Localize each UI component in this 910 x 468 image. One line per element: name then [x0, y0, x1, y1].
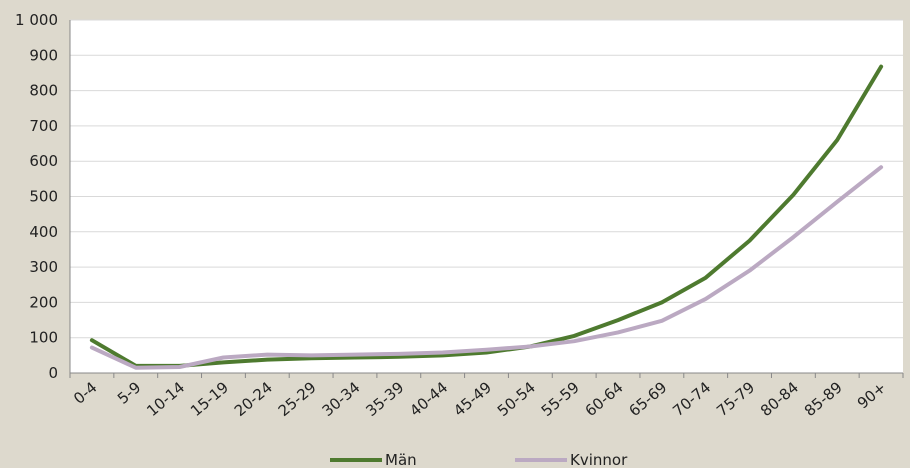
series-lines — [89, 64, 884, 370]
x-tick-label: 65-69 — [625, 378, 670, 420]
y-tick-label: 0 — [48, 364, 58, 382]
series-line-kvinnor — [89, 165, 884, 370]
legend-label: Män — [385, 451, 417, 468]
y-tick-label: 500 — [29, 188, 58, 206]
x-tick-label: 90+ — [854, 378, 890, 412]
y-tick-label: 1 000 — [15, 11, 58, 29]
y-tick-label: 700 — [29, 117, 58, 135]
x-tick-label: 55-59 — [538, 378, 583, 420]
gridlines — [70, 19, 903, 373]
y-tick-label: 100 — [29, 329, 58, 347]
y-tick-label: 900 — [29, 46, 58, 64]
x-tick-label: 0-4 — [70, 378, 100, 408]
series-line-man — [89, 64, 884, 368]
x-tick-label: 20-24 — [231, 378, 276, 420]
x-tick-label: 80-84 — [757, 378, 802, 420]
x-tick-label: 70-74 — [669, 378, 714, 420]
x-tick-label: 30-34 — [319, 378, 364, 420]
axes — [69, 20, 904, 378]
y-tick-label: 400 — [29, 223, 58, 241]
y-axis-tick-labels: 0 100 200 300 400 500 600 700 800 900 1 000 — [15, 11, 58, 382]
x-tick-label: 85-89 — [801, 378, 846, 420]
x-tick-label: 45-49 — [450, 378, 495, 420]
legend: Män Kvinnor — [330, 451, 628, 468]
x-tick-label: 40-44 — [406, 378, 451, 420]
y-tick-label: 300 — [29, 258, 58, 276]
x-tick-label: 15-19 — [187, 378, 232, 420]
x-tick-label: 75-79 — [713, 378, 758, 420]
y-tick-label: 600 — [29, 152, 58, 170]
x-tick-label: 5-9 — [114, 378, 144, 408]
x-tick-label: 10-14 — [143, 378, 188, 420]
x-tick-label: 60-64 — [582, 378, 627, 420]
x-tick-label: 35-39 — [362, 378, 407, 420]
x-tick-label: 25-29 — [275, 378, 320, 420]
legend-label: Kvinnor — [570, 451, 628, 468]
x-tick-label: 50-54 — [494, 378, 539, 420]
x-axis-tick-labels: 0-4 5-910-1415-1920-2425-2930-3435-3940-4… — [70, 378, 889, 420]
y-tick-label: 200 — [29, 293, 58, 311]
y-tick-label: 800 — [29, 82, 58, 100]
